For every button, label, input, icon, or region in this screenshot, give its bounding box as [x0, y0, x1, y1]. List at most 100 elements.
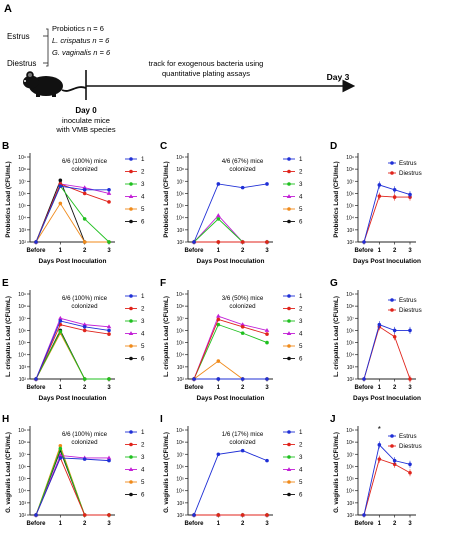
- legend-label: Estrus: [399, 160, 417, 167]
- x-axis-label: Days Post Inoculation: [353, 258, 421, 265]
- legend-label: Estrus: [399, 433, 417, 440]
- y-tick-label: 10⁹: [346, 428, 354, 434]
- y-tick-label: 10⁸: [346, 440, 354, 446]
- data-point: [82, 187, 87, 192]
- data-point: [265, 182, 269, 186]
- x-tick-label: 3: [408, 521, 412, 527]
- y-tick-label: 10³: [177, 228, 185, 234]
- y-tick-label: 10²: [19, 513, 27, 519]
- legend-label: 6: [299, 356, 303, 363]
- x-tick-label: 2: [83, 521, 87, 527]
- data-point: [377, 194, 382, 198]
- series-line: [35, 317, 110, 380]
- series-line: [193, 324, 268, 380]
- data-point: [58, 178, 63, 183]
- y-tick-label: 10⁸: [176, 167, 184, 173]
- annotation-text: 6/6 (100%) mice: [62, 158, 108, 165]
- data-point: [408, 192, 412, 197]
- x-axis-label: Days Post Inoculation: [39, 258, 107, 265]
- x-tick-label: Before: [184, 385, 204, 391]
- legend-swatch-point: [287, 219, 291, 224]
- legend-label: Diestrus: [399, 170, 422, 177]
- data-point: [58, 201, 63, 206]
- data-point: [216, 217, 221, 221]
- annotation-text: colonized: [71, 303, 98, 310]
- x-tick-label: 3: [408, 385, 412, 391]
- legend-swatch-point: [390, 434, 394, 438]
- series-line: [193, 183, 268, 243]
- panel-d: D 10² 10³ 10⁴ 10⁵ 10⁶ 10⁷ 10⁸ 10⁹ Before 1 2 3 Days P…: [330, 141, 422, 265]
- annotation-text: colonized: [229, 166, 256, 173]
- y-tick-label: 10⁶: [176, 328, 184, 334]
- legend-swatch-point: [286, 194, 292, 198]
- data-point: [265, 513, 269, 517]
- data-point: [408, 470, 412, 475]
- y-tick-label: 10⁴: [346, 216, 354, 222]
- x-axis-label: Days Post Inoculation: [39, 395, 107, 402]
- data-point: [216, 317, 221, 322]
- legend-swatch-point: [287, 455, 291, 459]
- y-tick-label: 10⁴: [18, 353, 26, 359]
- y-tick-label: 10⁵: [346, 204, 354, 210]
- y-tick-label: 10⁶: [18, 191, 26, 197]
- data-point: [377, 457, 382, 461]
- panel-letter: F: [160, 278, 166, 289]
- data-point: [216, 452, 221, 457]
- data-point: [106, 191, 112, 195]
- y-tick-label: 10³: [19, 365, 27, 371]
- y-tick-label: 10⁸: [18, 167, 26, 173]
- legend-label: 5: [299, 206, 303, 213]
- y-tick-label: 10⁶: [176, 464, 184, 470]
- data-point: [392, 462, 397, 467]
- day0-sub1: inoculate mice: [62, 116, 110, 125]
- y-tick-label: 10⁹: [18, 292, 26, 298]
- data-point: [408, 377, 412, 381]
- legend-swatch-point: [129, 294, 133, 298]
- x-tick-label: Before: [354, 521, 374, 527]
- panel-j: J10²10³10⁴10⁵10⁶10⁷10⁸10⁹Before123Days P…: [330, 414, 422, 535]
- y-tick-label: 10⁵: [18, 341, 26, 347]
- annotation-text: 3/6 (50%) mice: [222, 295, 264, 302]
- data-point: [107, 187, 111, 192]
- data-point: [216, 182, 221, 186]
- x-tick-label: 2: [83, 248, 87, 254]
- legend-swatch-point: [129, 182, 133, 186]
- y-tick-label: 10⁹: [346, 292, 354, 298]
- annotation-text: colonized: [71, 439, 98, 446]
- series-line: [35, 185, 109, 243]
- data-point: [192, 240, 196, 244]
- panel-letter: I: [160, 414, 163, 425]
- data-point: [362, 513, 366, 517]
- data-point: [58, 456, 63, 460]
- data-point: [392, 458, 397, 463]
- data-point: [408, 462, 412, 467]
- series-line: [363, 443, 411, 516]
- data-point: [265, 332, 269, 336]
- y-tick-label: 10⁷: [19, 452, 27, 458]
- data-point: [106, 455, 112, 460]
- group-vaginalis: G. vaginalis n = 6: [52, 48, 111, 57]
- x-tick-label: 2: [241, 521, 245, 527]
- data-point: [240, 331, 245, 335]
- data-point: [34, 240, 38, 244]
- data-point: [82, 328, 87, 333]
- legend-label: 4: [299, 331, 303, 338]
- data-point: [362, 377, 366, 381]
- legend-swatch-point: [390, 308, 394, 312]
- legend-swatch-point: [286, 467, 292, 471]
- y-tick-label: 10⁴: [176, 489, 184, 495]
- legend-swatch-point: [129, 430, 133, 434]
- data-point: [82, 240, 87, 244]
- data-point: [58, 184, 63, 188]
- legend-label: 2: [299, 169, 303, 176]
- panel-letter: H: [2, 414, 9, 425]
- series-line: [193, 450, 268, 516]
- estrus-label: Estrus: [7, 32, 30, 41]
- significance-star: *: [378, 425, 381, 434]
- y-tick-label: 10²: [347, 377, 355, 383]
- data-point: [377, 322, 382, 327]
- y-tick-label: 10³: [177, 365, 185, 371]
